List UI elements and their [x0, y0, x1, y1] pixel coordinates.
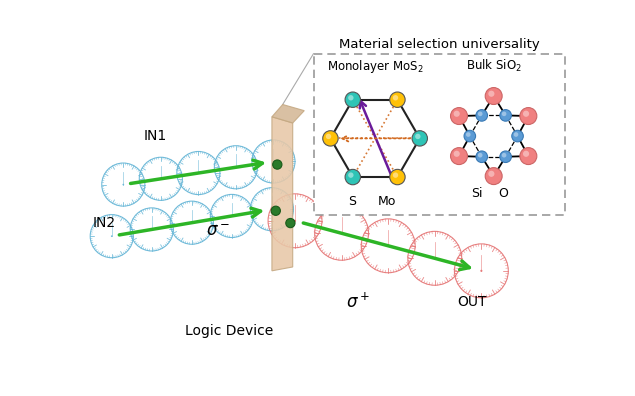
Text: $\sigma^-$: $\sigma^-$: [206, 222, 230, 240]
Circle shape: [340, 232, 343, 234]
Circle shape: [453, 110, 460, 117]
Circle shape: [271, 208, 273, 210]
Text: Monolayer MoS$_2$: Monolayer MoS$_2$: [327, 57, 424, 74]
Circle shape: [514, 132, 518, 137]
Circle shape: [488, 91, 495, 97]
Circle shape: [123, 184, 124, 185]
Circle shape: [520, 108, 537, 124]
Circle shape: [252, 140, 295, 183]
Circle shape: [348, 172, 354, 178]
Circle shape: [453, 151, 460, 157]
Circle shape: [523, 151, 529, 157]
Circle shape: [272, 161, 274, 162]
Text: Bulk SiO$_2$: Bulk SiO$_2$: [465, 57, 521, 74]
Circle shape: [480, 270, 483, 272]
Circle shape: [415, 134, 420, 139]
FancyBboxPatch shape: [314, 54, 565, 215]
Circle shape: [345, 169, 361, 185]
Circle shape: [348, 95, 354, 101]
Circle shape: [315, 206, 368, 260]
Circle shape: [512, 130, 523, 142]
Circle shape: [520, 148, 537, 165]
Circle shape: [271, 206, 281, 215]
Circle shape: [500, 151, 511, 162]
Polygon shape: [272, 105, 304, 123]
Circle shape: [390, 169, 405, 185]
Circle shape: [393, 95, 398, 101]
Circle shape: [434, 257, 436, 259]
Circle shape: [451, 148, 467, 165]
Circle shape: [408, 231, 462, 285]
Circle shape: [485, 168, 502, 185]
Text: Si: Si: [471, 187, 483, 200]
Circle shape: [523, 110, 529, 117]
Circle shape: [412, 131, 427, 146]
Text: O: O: [498, 187, 508, 200]
Circle shape: [451, 108, 467, 124]
Circle shape: [215, 146, 257, 189]
Circle shape: [90, 215, 133, 258]
Circle shape: [466, 132, 471, 137]
Circle shape: [197, 172, 199, 174]
Text: Mo: Mo: [378, 195, 397, 208]
Circle shape: [250, 188, 293, 231]
Circle shape: [345, 92, 361, 107]
Circle shape: [488, 171, 495, 177]
Text: IN2: IN2: [93, 216, 116, 230]
Circle shape: [485, 88, 502, 105]
Circle shape: [231, 215, 233, 217]
Circle shape: [139, 157, 182, 200]
Circle shape: [476, 110, 488, 121]
Text: IN1: IN1: [144, 129, 168, 143]
Circle shape: [294, 220, 296, 222]
Circle shape: [390, 92, 405, 107]
Circle shape: [502, 153, 506, 158]
Circle shape: [393, 172, 398, 178]
Circle shape: [455, 244, 508, 298]
Circle shape: [387, 245, 389, 247]
Circle shape: [160, 178, 162, 180]
Circle shape: [478, 112, 483, 116]
Circle shape: [502, 112, 506, 116]
Text: S: S: [348, 195, 356, 208]
Circle shape: [500, 110, 511, 121]
Circle shape: [478, 153, 483, 158]
Text: Material selection universality: Material selection universality: [338, 38, 539, 51]
Circle shape: [151, 228, 152, 230]
Circle shape: [464, 130, 476, 142]
Circle shape: [268, 194, 322, 248]
Circle shape: [326, 134, 331, 139]
Circle shape: [111, 235, 112, 237]
Text: OUT: OUT: [457, 295, 487, 308]
Polygon shape: [272, 117, 293, 271]
Text: Logic Device: Logic Device: [185, 324, 274, 338]
Circle shape: [191, 222, 192, 224]
Circle shape: [323, 131, 338, 146]
Circle shape: [286, 219, 295, 228]
Circle shape: [361, 219, 415, 273]
Circle shape: [210, 194, 253, 238]
Circle shape: [235, 166, 237, 168]
Circle shape: [272, 160, 282, 169]
Text: $\sigma^+$: $\sigma^+$: [346, 292, 370, 311]
Circle shape: [102, 163, 145, 206]
Circle shape: [177, 151, 220, 194]
Circle shape: [170, 201, 213, 244]
Circle shape: [130, 208, 173, 251]
Circle shape: [476, 151, 488, 162]
